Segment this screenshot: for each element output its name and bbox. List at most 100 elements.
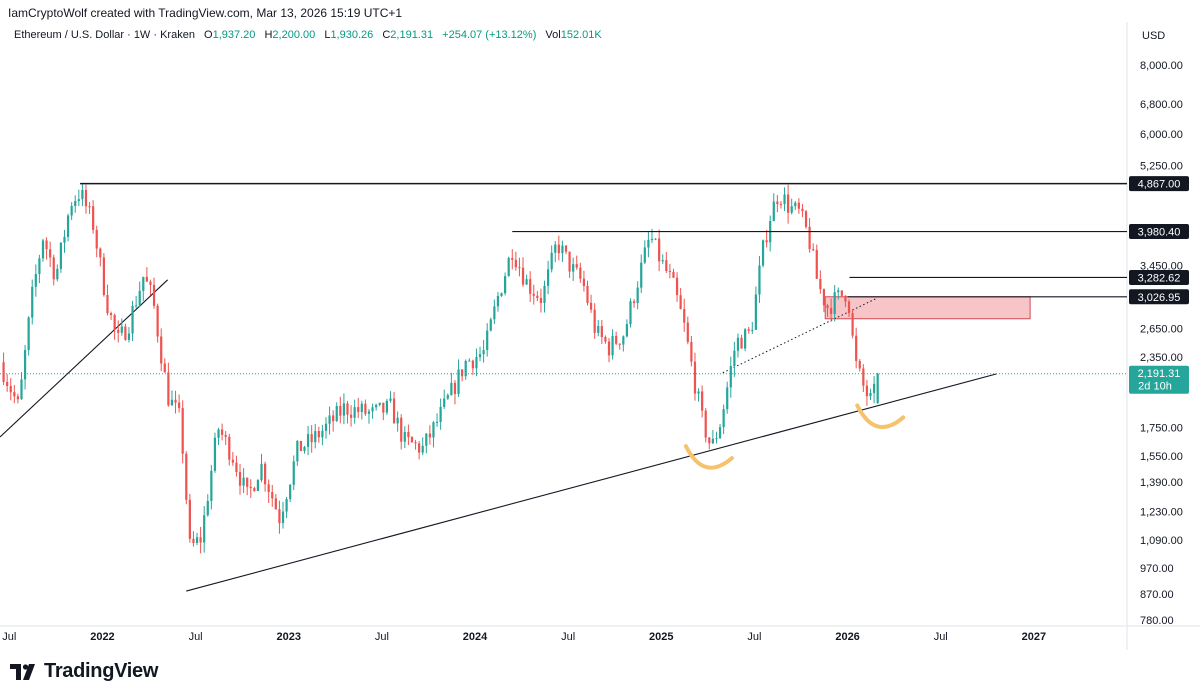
candle-body xyxy=(640,262,643,288)
candle-body xyxy=(52,257,55,280)
candle xyxy=(629,298,632,328)
candle xyxy=(675,272,679,302)
candle xyxy=(733,341,736,377)
candle xyxy=(622,335,625,352)
candle-body xyxy=(715,438,718,440)
candle xyxy=(306,425,310,456)
candle-body xyxy=(790,206,793,213)
price-axis[interactable]: 4,867.00 3,980.40 3,282.62 3,026.95 2,191.31… xyxy=(1129,60,1189,627)
price-chart[interactable]: 4,867.00 3,980.40 3,282.62 3,026.95 2,191.31… xyxy=(0,0,1200,650)
candle-body xyxy=(729,366,732,388)
candle-body xyxy=(360,403,363,413)
candle-body xyxy=(654,238,657,240)
candle-body xyxy=(178,402,181,409)
candle xyxy=(324,417,328,439)
candle xyxy=(840,290,843,298)
level-price-tag[interactable]: 3,026.95 xyxy=(1129,289,1189,305)
candle xyxy=(779,200,783,209)
candle-body xyxy=(658,238,661,262)
candle-body xyxy=(213,437,217,471)
candle-body xyxy=(256,480,260,492)
candle-body xyxy=(503,276,507,294)
candle-body xyxy=(9,385,12,393)
candle-body xyxy=(690,341,693,362)
level-price-tag[interactable]: 4,867.00 xyxy=(1129,176,1189,192)
candle xyxy=(41,238,45,262)
candle xyxy=(138,281,141,307)
tradingview-brand[interactable]: TradingView xyxy=(10,660,158,683)
price-tick-label: 870.00 xyxy=(1140,589,1174,601)
candle-body xyxy=(81,190,84,200)
candle xyxy=(618,343,621,350)
candle-body xyxy=(536,295,539,298)
time-tick-label: Jul xyxy=(934,631,948,643)
candle-body xyxy=(443,398,446,407)
candle xyxy=(407,424,410,446)
level-price-tag[interactable]: 3,980.40 xyxy=(1129,224,1189,240)
level-price-tag[interactable]: 3,282.62 xyxy=(1129,269,1189,285)
candle-body xyxy=(622,336,625,345)
time-tick-label: Jul xyxy=(561,631,575,643)
candle xyxy=(761,239,765,268)
candle-body xyxy=(532,293,535,296)
candle-body xyxy=(693,361,697,394)
candle-body xyxy=(815,249,818,279)
candle xyxy=(77,189,80,206)
candle-body xyxy=(314,431,317,443)
candle xyxy=(149,279,152,296)
candle xyxy=(81,183,84,207)
candle xyxy=(833,285,836,322)
candle xyxy=(428,425,431,445)
candle xyxy=(647,232,650,258)
candle xyxy=(582,270,586,292)
candle-body xyxy=(185,453,188,500)
candle-body xyxy=(837,290,840,293)
candle xyxy=(95,225,98,258)
candle xyxy=(421,437,424,456)
candle-body xyxy=(396,417,399,424)
candle xyxy=(167,362,170,407)
candle-body xyxy=(589,302,593,310)
candle-body xyxy=(203,515,206,543)
candle xyxy=(679,287,682,310)
candle xyxy=(787,184,790,224)
candle xyxy=(597,320,600,337)
symbol-legend: Ethereum / U.S. Dollar · 1W · Kraken O1,… xyxy=(14,29,602,41)
candle-body xyxy=(392,398,396,424)
candle xyxy=(328,406,331,435)
candle-body xyxy=(862,368,865,386)
candle xyxy=(152,277,156,309)
candle xyxy=(453,380,457,405)
created-by-note: IamCryptoWolf created with TradingView.c… xyxy=(8,6,403,20)
candle xyxy=(271,484,274,507)
candle-body xyxy=(804,211,808,227)
candle xyxy=(604,335,607,344)
candle-body xyxy=(568,251,571,272)
candle xyxy=(826,303,829,318)
candle-body xyxy=(99,248,102,258)
candle-body xyxy=(235,462,238,473)
level-tag-label: 3,282.62 xyxy=(1138,272,1181,284)
candle xyxy=(586,280,589,306)
candle-body xyxy=(529,279,532,294)
candle xyxy=(88,202,91,215)
candle-body xyxy=(63,236,66,243)
level-tag-bg xyxy=(1129,224,1189,240)
candle xyxy=(142,276,145,301)
level-tag-bg xyxy=(1129,269,1189,285)
candle xyxy=(192,531,195,547)
candle xyxy=(217,427,220,445)
time-axis[interactable]: Jul 2022 Jul 2023 Jul 2024 Jul 2025 Jul 2026 Jul 20… xyxy=(2,631,1046,643)
candle-body xyxy=(611,335,614,356)
candle-body xyxy=(88,206,91,208)
candle-body xyxy=(557,244,560,254)
candle xyxy=(267,479,270,503)
candle-body xyxy=(378,402,381,405)
candle xyxy=(450,372,453,396)
candle xyxy=(63,229,66,253)
candle-body xyxy=(92,206,95,230)
candle-body xyxy=(486,330,489,351)
candle-body xyxy=(826,305,829,308)
candle xyxy=(127,327,131,343)
